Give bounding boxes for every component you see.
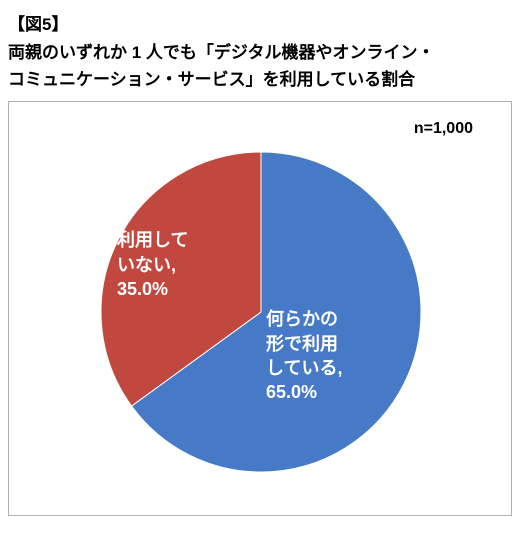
slice-label-using-l2: 形で利用	[266, 334, 338, 354]
slice-label-using-l1: 何らかの	[266, 309, 338, 329]
figure-title-line-1: 両親のいずれか 1 人でも「デジタル機器やオンライン・	[8, 43, 435, 62]
slice-label-using-l3: している,	[266, 358, 342, 378]
pie-svg	[101, 152, 421, 472]
sample-size-label: n=1,000	[414, 120, 473, 138]
slice-label-not-using-pct: 35.0%	[117, 279, 168, 299]
chart-container: n=1,000 何らかの 形で利用 している, 65.0% 利用して いない, …	[8, 101, 512, 516]
slice-label-not-using: 利用して いない, 35.0%	[117, 228, 188, 301]
slice-label-using: 何らかの 形で利用 している, 65.0%	[266, 307, 342, 404]
figure-title-line-2: コミュニケーション・サービス」を利用している割合	[8, 70, 415, 89]
figure-title: 両親のいずれか 1 人でも「デジタル機器やオンライン・ コミュニケーション・サー…	[8, 39, 512, 93]
slice-label-not-using-l2: いない,	[117, 255, 176, 275]
slice-label-using-pct: 65.0%	[266, 382, 317, 402]
pie-chart: 何らかの 形で利用 している, 65.0% 利用して いない, 35.0%	[101, 152, 421, 472]
slice-label-not-using-l1: 利用して	[117, 230, 188, 250]
figure-label: 【図5】	[8, 10, 512, 35]
